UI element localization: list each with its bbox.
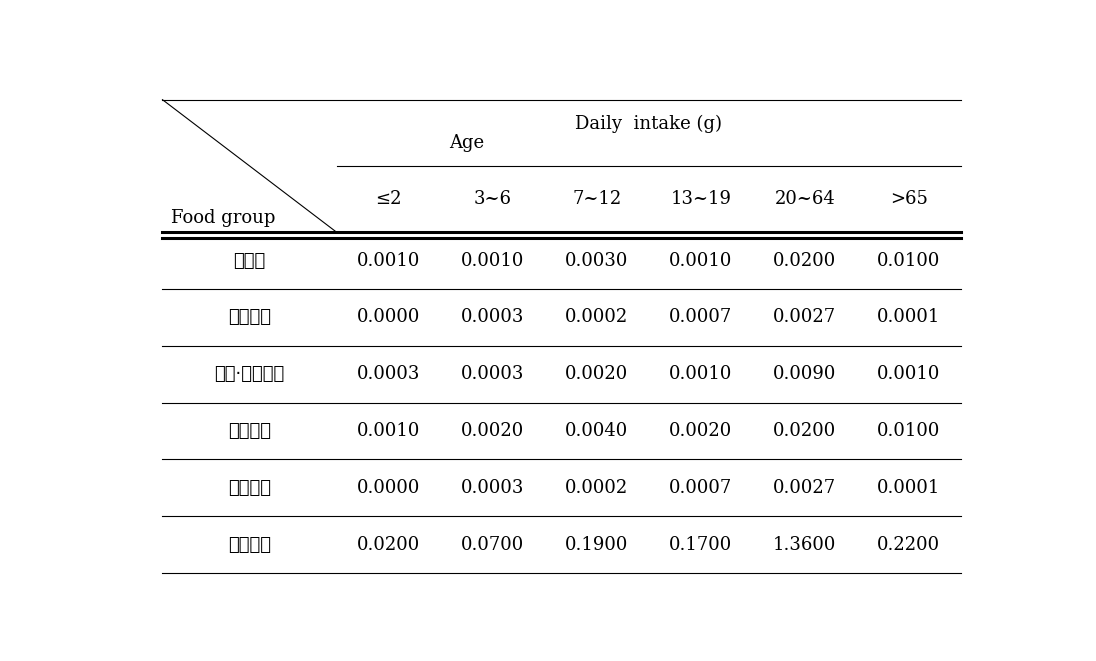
Text: 0.0010: 0.0010 (669, 252, 732, 270)
Text: 0.0000: 0.0000 (357, 309, 421, 327)
Text: 0.0007: 0.0007 (670, 479, 732, 497)
Text: 20~64: 20~64 (775, 190, 835, 208)
Text: 0.0002: 0.0002 (566, 479, 628, 497)
Text: 1.3600: 1.3600 (773, 535, 836, 554)
Text: 7~12: 7~12 (572, 190, 621, 208)
Text: 0.0100: 0.0100 (877, 252, 940, 270)
Text: 0.1700: 0.1700 (670, 535, 732, 554)
Text: 0.0100: 0.0100 (877, 422, 940, 440)
Text: 0.0020: 0.0020 (566, 366, 628, 383)
Text: 0.0200: 0.0200 (357, 535, 420, 554)
Text: 태움·용융소금: 태움·용융소금 (215, 366, 285, 383)
Text: 0.0030: 0.0030 (566, 252, 628, 270)
Text: 가공소금: 가공소금 (228, 535, 271, 554)
Text: 0.0200: 0.0200 (773, 252, 836, 270)
Text: 정제소금: 정제소금 (228, 422, 271, 440)
Text: 13~19: 13~19 (671, 190, 731, 208)
Text: 0.0027: 0.0027 (774, 309, 836, 327)
Text: 0.0010: 0.0010 (461, 252, 524, 270)
Text: 0.1900: 0.1900 (566, 535, 628, 554)
Text: 0.0020: 0.0020 (461, 422, 524, 440)
Text: 0.0003: 0.0003 (461, 479, 524, 497)
Text: ≤2: ≤2 (376, 190, 402, 208)
Text: 0.2200: 0.2200 (877, 535, 940, 554)
Text: 0.0001: 0.0001 (877, 309, 940, 327)
Text: 0.0027: 0.0027 (774, 479, 836, 497)
Text: 0.0040: 0.0040 (566, 422, 628, 440)
Text: 0.0003: 0.0003 (461, 366, 524, 383)
Text: 0.0001: 0.0001 (877, 479, 940, 497)
Text: 0.0003: 0.0003 (461, 309, 524, 327)
Text: 0.0010: 0.0010 (669, 366, 732, 383)
Text: 0.0010: 0.0010 (357, 422, 421, 440)
Text: 기타소금: 기타소금 (228, 479, 271, 497)
Text: Food group: Food group (171, 209, 275, 227)
Text: 재제소금: 재제소금 (228, 309, 271, 327)
Text: 0.0007: 0.0007 (670, 309, 732, 327)
Text: 0.0010: 0.0010 (877, 366, 940, 383)
Text: Age: Age (449, 134, 484, 152)
Text: >65: >65 (890, 190, 928, 208)
Text: 0.0010: 0.0010 (357, 252, 421, 270)
Text: 0.0003: 0.0003 (357, 366, 421, 383)
Text: 0.0090: 0.0090 (773, 366, 836, 383)
Text: Daily  intake (g): Daily intake (g) (575, 114, 722, 133)
Text: 3~6: 3~6 (473, 190, 512, 208)
Text: 0.0200: 0.0200 (773, 422, 836, 440)
Text: 0.0002: 0.0002 (566, 309, 628, 327)
Text: 0.0700: 0.0700 (461, 535, 524, 554)
Text: 0.0020: 0.0020 (670, 422, 732, 440)
Text: 0.0000: 0.0000 (357, 479, 421, 497)
Text: 천일염: 천일염 (233, 252, 265, 270)
